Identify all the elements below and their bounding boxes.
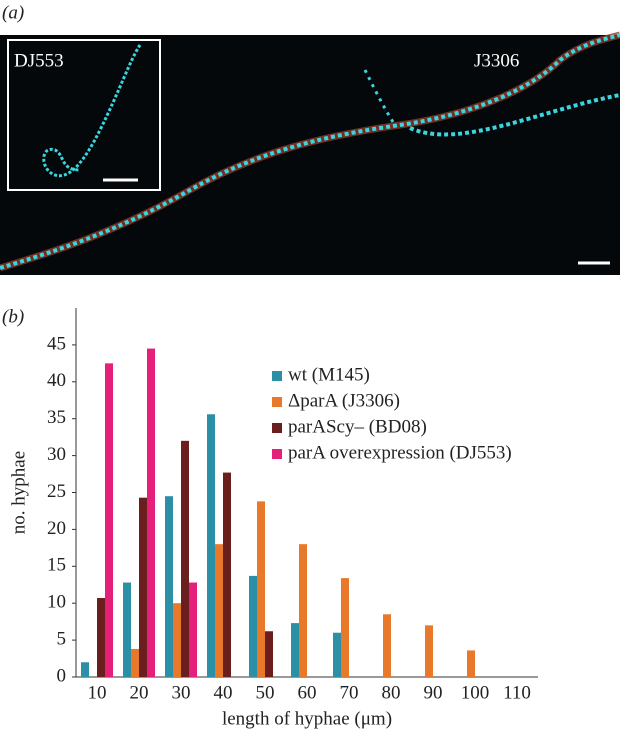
bar [147, 348, 155, 677]
y-tick-label: 25 [47, 481, 66, 502]
panel-label: (b) [2, 306, 24, 327]
panel-label: (a) [2, 2, 24, 23]
bar [173, 603, 181, 677]
bar [425, 625, 433, 677]
bar [257, 501, 265, 677]
x-tick-label: 40 [214, 682, 233, 703]
y-axis-label: no. hyphae [8, 451, 29, 534]
bar [123, 582, 131, 677]
inset-label: DJ553 [14, 50, 64, 71]
legend-swatch [272, 371, 282, 381]
x-tick-label: 90 [424, 682, 443, 703]
legend-label: parAScy– (BD08) [288, 416, 427, 437]
micrograph: DJ553 J3306 [0, 31, 620, 275]
bar [81, 662, 89, 677]
bar [165, 496, 173, 677]
x-tick-label: 80 [382, 682, 401, 703]
legend-swatch [272, 449, 282, 459]
bar [299, 544, 307, 677]
bar [291, 623, 299, 677]
y-tick-label: 40 [47, 370, 66, 391]
image-label: J3306 [474, 50, 519, 71]
legend-label: ΔparA (J3306) [288, 390, 400, 411]
bar [139, 497, 147, 677]
legend-swatch [272, 397, 282, 407]
bar [333, 632, 341, 677]
bar [265, 631, 273, 677]
y-tick-label: 20 [47, 518, 66, 539]
bar [215, 544, 223, 677]
x-tick-label: 110 [503, 682, 531, 703]
bar [467, 650, 475, 677]
y-tick-label: 15 [47, 555, 66, 576]
bar [181, 440, 189, 677]
bar [223, 472, 231, 677]
x-tick-label: 60 [298, 682, 317, 703]
x-tick-label: 30 [172, 682, 191, 703]
y-tick-label: 0 [57, 665, 67, 686]
y-tick-label: 35 [47, 407, 66, 428]
y-tick-label: 45 [47, 333, 66, 354]
legend-swatch [272, 423, 282, 433]
x-tick-label: 10 [88, 682, 107, 703]
y-tick-label: 30 [47, 444, 66, 465]
bar [207, 414, 215, 677]
bar [341, 578, 349, 677]
bar [249, 575, 257, 677]
bar [189, 582, 197, 677]
bar [383, 614, 391, 677]
legend-label: wt (M145) [288, 364, 370, 385]
x-axis-label: length of hyphae (μm) [222, 708, 392, 729]
bar [131, 648, 139, 677]
x-tick-label: 50 [256, 682, 275, 703]
x-tick-label: 20 [130, 682, 149, 703]
y-tick-label: 10 [47, 592, 66, 613]
legend-label: parA overexpression (DJ553) [288, 442, 512, 463]
bar [105, 363, 113, 677]
y-tick-label: 5 [57, 628, 67, 649]
bar [97, 598, 105, 677]
x-tick-label: 100 [461, 682, 490, 703]
x-tick-label: 70 [340, 682, 359, 703]
